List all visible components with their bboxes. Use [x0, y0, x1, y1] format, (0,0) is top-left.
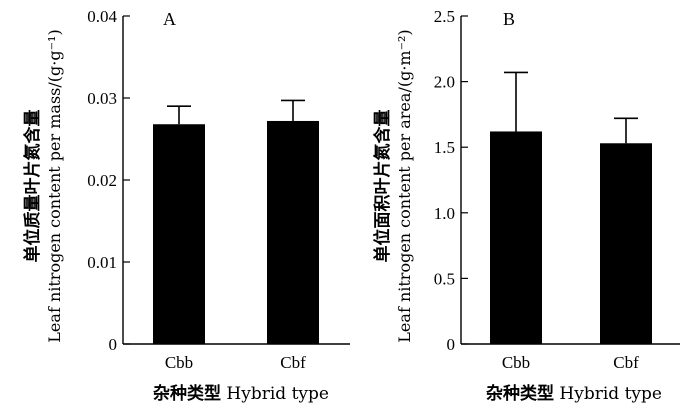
panel-b-bar-cbb	[490, 131, 542, 344]
panel-b-y-tick-label: 2.0	[434, 73, 455, 92]
panel-a-x-axis-label: 杂种类型 Hybrid type	[153, 383, 329, 404]
panel-a-label: A	[163, 9, 176, 29]
panel-a-y-tick-label: 0	[109, 335, 118, 354]
panel-a-y-label-en: Leaf nitrogen content per mass/(g·g⁻¹)	[45, 29, 64, 342]
panel-b-x-tick-label-cbb: Cbb	[502, 353, 530, 372]
svg-text:单位面积叶片氮含量: 单位面积叶片氮含量	[372, 110, 393, 263]
panel-b-y-tick-label: 1.5	[434, 138, 455, 157]
panel-b-y-label-cn: 单位面积叶片氮含量	[372, 110, 393, 263]
panel-a-y-label-cn: 单位质量叶片氮含量	[22, 110, 43, 263]
panel-a-bar-cbb	[153, 124, 205, 345]
panel-a-x-label-cn: 杂种类型	[153, 383, 221, 404]
panel-a-x-tick-label-cbb: Cbb	[165, 353, 193, 372]
svg-text:Leaf nitrogen content per mass: Leaf nitrogen content per mass/(g·g⁻¹)	[45, 29, 64, 342]
panel-b-x-tick-label-cbf: Cbf	[613, 353, 639, 372]
panel-b-y-tick-label: 2.5	[434, 7, 455, 26]
panel-b-label: B	[503, 9, 515, 29]
panel-a-x-tick-label-cbf: Cbf	[280, 353, 306, 372]
panel-a-y-tick-label: 0.03	[87, 89, 117, 108]
panel-b-y-tick-label: 0	[447, 335, 456, 354]
panel-a-bar-cbf	[267, 120, 319, 345]
panel-a-y-tick-label: 0.04	[87, 7, 117, 26]
panel-b-x-label-en: Hybrid type	[559, 384, 662, 404]
panel-a-y-tick-label: 0.01	[87, 253, 117, 272]
panel-b-y-axis-label: 单位面积叶片氮含量 Leaf nitrogen content per area…	[372, 29, 414, 342]
panel-b: B 单位面积叶片氮含量 Leaf nitrogen content per ar…	[372, 7, 680, 404]
panel-a: A 单位质量叶片氮含量 Leaf nitrogen content per ma…	[22, 7, 350, 404]
panel-a-y-axis-label: 单位质量叶片氮含量 Leaf nitrogen content per mass…	[22, 29, 64, 342]
panel-b-x-axis-label: 杂种类型 Hybrid type	[486, 383, 662, 404]
svg-text:单位质量叶片氮含量: 单位质量叶片氮含量	[22, 110, 43, 263]
panel-b-y-label-en: Leaf nitrogen content per area/(g·m⁻²)	[395, 29, 414, 342]
svg-text:Leaf nitrogen content per area: Leaf nitrogen content per area/(g·m⁻²)	[395, 29, 414, 342]
panel-a-x-label-en: Hybrid type	[226, 384, 329, 404]
panel-b-y-tick-label: 0.5	[434, 269, 455, 288]
panel-b-x-label-cn: 杂种类型	[486, 383, 554, 404]
panel-b-y-tick-label: 1.0	[434, 204, 455, 223]
panel-b-bar-cbf	[600, 143, 652, 344]
panel-a-y-tick-label: 0.02	[87, 171, 117, 190]
